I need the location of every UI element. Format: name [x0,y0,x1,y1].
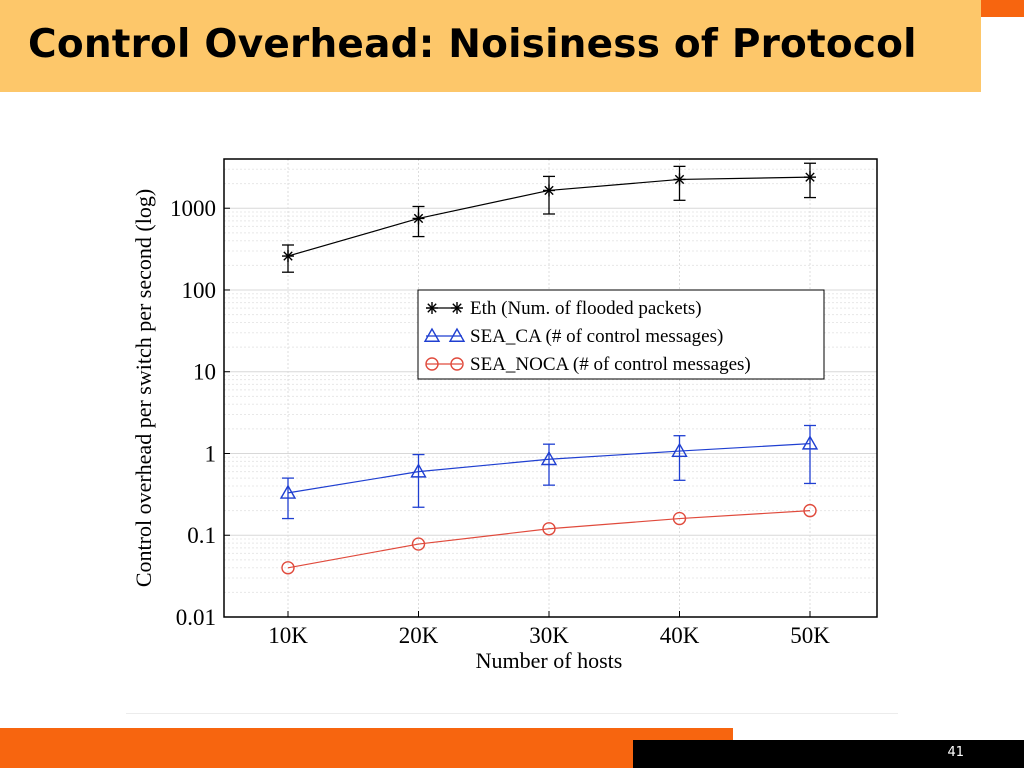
x-tick-label: 40K [660,623,700,648]
y-axis-label: Control overhead per switch per second (… [131,189,156,587]
data-point [671,442,688,458]
legend-entry: SEA_CA (# of control messages) [423,326,723,347]
legend-label: SEA_NOCA (# of control messages) [470,354,751,375]
data-point [281,561,295,575]
data-point [450,357,464,371]
legend-entry: Eth (Num. of flooded packets) [426,298,702,319]
series [279,162,819,575]
x-tick-label: 50K [790,623,830,648]
data-point [801,435,819,450]
y-tick-label: 1000 [170,196,216,221]
data-point [411,537,426,551]
y-tick-label: 10 [193,360,216,385]
data-point [803,503,817,518]
legend-label: Eth (Num. of flooded packets) [470,298,702,319]
x-tick-label: 30K [529,623,569,648]
data-point [543,184,555,197]
error-bar [412,453,425,508]
y-axis-ticks: 0.01 0.1 1 10 100 1000 [170,196,230,630]
legend-label: SEA_CA (# of control messages) [470,326,723,347]
x-axis-label: Number of hosts [476,648,623,673]
grid [224,158,877,618]
data-point [672,511,687,526]
chart: 0.01 0.1 1 10 100 1000 10K 20K 30K 40K 50K Number… [131,158,878,673]
legend-box [417,289,825,380]
data-point [448,327,466,342]
error-bar [673,435,686,481]
y-tick-label: 100 [182,278,217,303]
series-line [287,510,811,569]
data-point [412,212,425,225]
data-point [673,173,686,186]
y-tick-label: 0.1 [187,523,216,548]
slide-title: Control Overhead: Noisiness of Protocol [28,22,917,67]
plot-area-frame [223,158,878,618]
x-axis-ticks: 10K 20K 30K 40K 50K [268,611,830,648]
data-point [423,327,441,342]
x-tick-label: 10K [268,623,308,648]
x-tick-label: 20K [399,623,439,648]
data-point [410,463,427,478]
legend-entry: SEA_NOCA (# of control messages) [425,354,751,375]
data-point [542,522,556,536]
title-band: Control Overhead: Noisiness of Protocol [0,0,981,92]
data-point [426,302,438,314]
series-0 [282,162,816,273]
data-point [540,450,558,466]
series-1 [279,424,819,520]
page-number: 41 [947,745,964,760]
legend: Eth (Num. of flooded packets) SEA_CA (# o… [417,289,825,380]
data-point [804,171,816,184]
footer-orange-bar [0,728,733,768]
y-tick-label: 0.01 [176,605,216,630]
data-point [282,250,294,263]
footer-divider [126,713,898,714]
data-point [425,357,439,371]
series-2 [281,503,817,575]
footer-black-bar [633,740,1024,768]
y-tick-label: 1 [205,441,217,466]
data-point [451,302,463,314]
data-point [279,484,297,499]
error-bar [804,424,816,485]
